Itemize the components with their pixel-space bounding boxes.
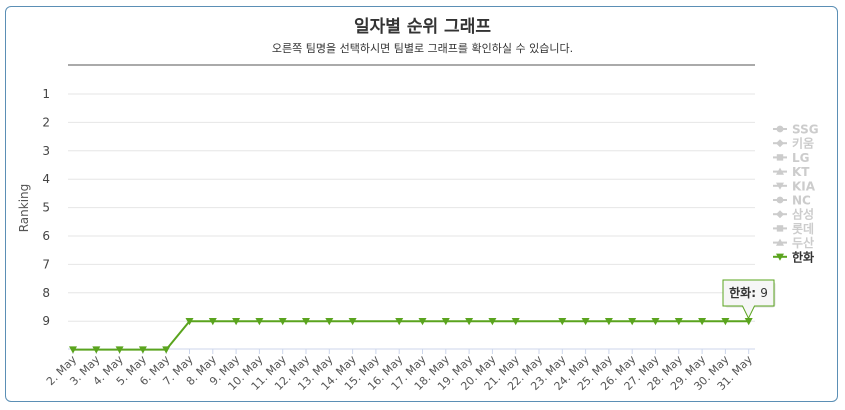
legend-item-두산[interactable]: 두산 (773, 235, 814, 250)
y-tick-label: 8 (42, 286, 50, 300)
legend-marker-icon (776, 167, 784, 175)
y-tick-label: 2 (42, 115, 50, 129)
data-point[interactable] (441, 318, 450, 326)
data-point[interactable] (744, 318, 753, 326)
data-point[interactable] (278, 318, 287, 326)
legend-item-키움[interactable]: 키움 (773, 136, 814, 151)
data-point[interactable] (302, 318, 310, 326)
data-point[interactable] (581, 318, 590, 326)
legend-marker-icon (776, 210, 784, 219)
data-point[interactable] (92, 346, 101, 354)
data-point[interactable] (138, 346, 147, 354)
legend-label: NC (792, 194, 811, 208)
legend-item-삼성[interactable]: 삼성 (773, 207, 814, 222)
y-tick-label: 5 (42, 201, 50, 215)
legend-item-KT[interactable]: KT (773, 165, 810, 179)
tooltip-series-name: 한화: (729, 285, 760, 300)
y-tick-label: 3 (42, 144, 50, 158)
y-tick-label: 6 (42, 229, 50, 243)
data-point[interactable] (232, 318, 241, 326)
legend-label: 키움 (792, 136, 814, 151)
y-ticks: 1 2 3 4 5 6 7 8 9 (42, 87, 50, 328)
legend-marker-icon (776, 238, 784, 246)
legend-marker-icon (776, 139, 784, 148)
data-point[interactable] (185, 318, 194, 326)
series-group (69, 318, 753, 354)
legend-label: SSG (792, 123, 819, 137)
data-point[interactable] (348, 318, 357, 326)
legend-marker-icon (776, 154, 784, 161)
data-point[interactable] (115, 346, 124, 354)
y-axis-label: Ranking (17, 184, 31, 233)
legend-item-LG[interactable]: LG (773, 151, 810, 165)
grid-lines (68, 93, 755, 350)
tooltip-text: 한화: 9 (729, 285, 768, 300)
data-point[interactable] (721, 318, 730, 326)
legend-label: 삼성 (792, 207, 814, 222)
y-tick-label: 7 (42, 257, 50, 271)
data-point[interactable] (162, 346, 171, 354)
data-point[interactable] (628, 318, 637, 326)
data-point[interactable] (395, 318, 404, 326)
y-tick-label: 1 (42, 87, 50, 101)
legend-label: KT (792, 165, 810, 179)
legend-item-롯데[interactable]: 롯데 (773, 221, 814, 236)
chart-frame (5, 6, 838, 402)
legend-item-한화[interactable]: 한화 (773, 249, 814, 264)
legend-label: 롯데 (792, 221, 814, 236)
legend-label: 두산 (792, 235, 814, 250)
data-point[interactable] (604, 318, 613, 326)
data-point[interactable] (465, 318, 474, 326)
data-point[interactable] (255, 318, 264, 326)
legend-marker-icon (776, 225, 784, 232)
series-line-한화 (73, 320, 749, 351)
legend-label: 한화 (792, 249, 814, 264)
data-point[interactable] (698, 318, 707, 326)
legend-marker-icon (776, 182, 784, 190)
chart-subtitle: 오른쪽 팀명을 선택하시면 팀별로 그래프를 확인하실 수 있습니다. (271, 42, 574, 55)
legend-item-KIA[interactable]: KIA (773, 179, 816, 193)
legend-item-SSG[interactable]: SSG (773, 123, 819, 137)
data-point[interactable] (208, 318, 217, 326)
tooltip: 한화: 9 (722, 279, 776, 320)
legend-marker-icon (776, 253, 784, 261)
legend-label: LG (792, 151, 810, 165)
y-tick-label: 9 (42, 314, 50, 328)
legend-label: KIA (792, 179, 816, 193)
tooltip-box (722, 279, 775, 320)
chart-title: 일자별 순위 그래프 (354, 17, 491, 37)
tooltip-value: 9 (760, 286, 768, 300)
legend-item-NC[interactable]: NC (773, 194, 811, 208)
data-point[interactable] (69, 346, 77, 354)
data-point[interactable] (674, 318, 683, 326)
data-point[interactable] (651, 318, 660, 326)
data-point[interactable] (325, 318, 334, 326)
data-point[interactable] (511, 318, 520, 326)
data-point[interactable] (558, 318, 567, 326)
data-point[interactable] (488, 318, 497, 326)
legend-marker-icon (776, 196, 784, 204)
data-point[interactable] (418, 318, 427, 326)
y-tick-label: 4 (42, 172, 50, 186)
legend-marker-icon (776, 125, 784, 133)
